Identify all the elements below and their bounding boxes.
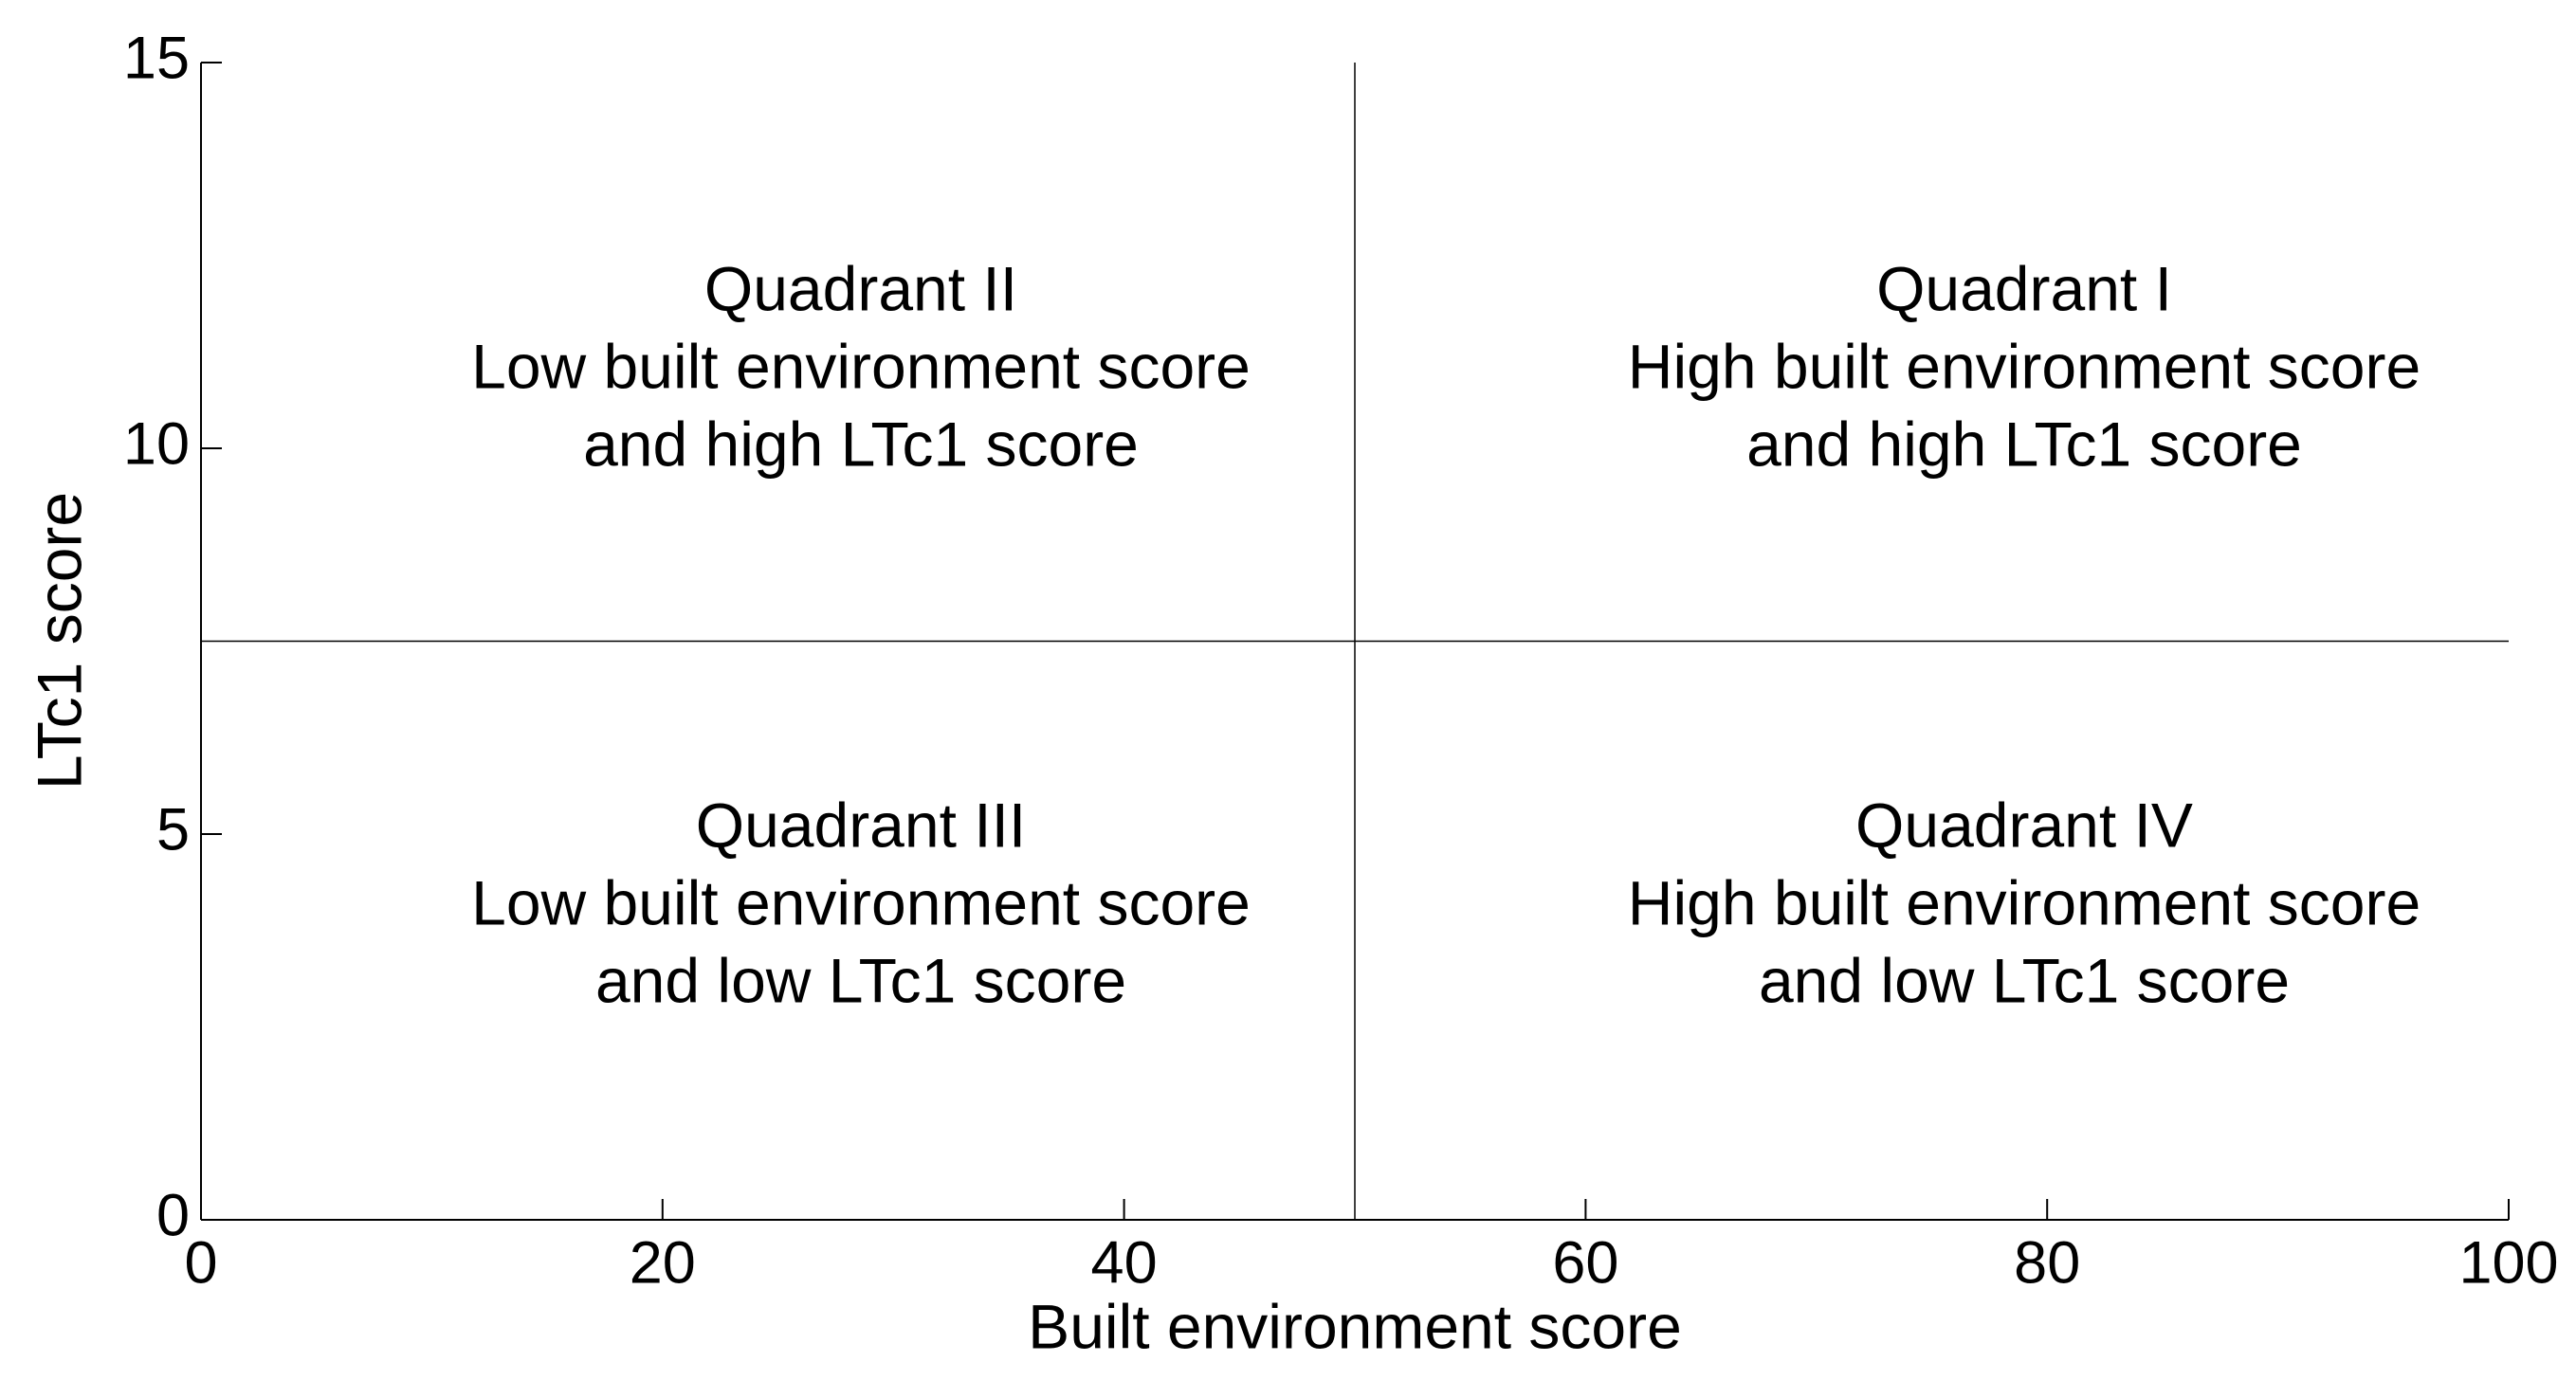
x-tick-label: 80	[2014, 1230, 2080, 1297]
x-tick-label: 0	[184, 1230, 217, 1297]
quadrant-annotation: and high LTc1 score	[583, 409, 1139, 479]
quadrant-annotation: Quadrant IV	[1855, 790, 2193, 860]
y-tick-label: 10	[123, 411, 190, 478]
quadrant-annotation: Quadrant III	[696, 790, 1027, 860]
quadrant-annotation: High built environment score	[1628, 867, 2421, 937]
x-tick-label: 20	[630, 1230, 696, 1297]
y-axis-label: LTc1 score	[24, 492, 94, 790]
y-tick-label: 15	[123, 26, 190, 92]
quadrant-annotation: High built environment score	[1628, 331, 2421, 401]
quadrant-annotation: and low LTc1 score	[1759, 945, 2290, 1015]
x-tick-label: 100	[2458, 1230, 2558, 1297]
y-tick-label: 5	[156, 797, 190, 863]
quadrant-annotation: and low LTc1 score	[595, 945, 1126, 1015]
x-axis-label: Built environment score	[1028, 1291, 1682, 1361]
quadrant-annotation: Low built environment score	[471, 867, 1251, 937]
quadrant-annotation: Quadrant II	[704, 253, 1017, 323]
quadrant-annotation: Low built environment score	[471, 331, 1251, 401]
x-tick-label: 40	[1091, 1230, 1158, 1297]
y-tick-label: 0	[156, 1183, 190, 1249]
quadrant-annotation: and high LTc1 score	[1746, 409, 2302, 479]
quadrant-annotation: Quadrant I	[1876, 253, 2172, 323]
x-tick-label: 60	[1552, 1230, 1618, 1297]
